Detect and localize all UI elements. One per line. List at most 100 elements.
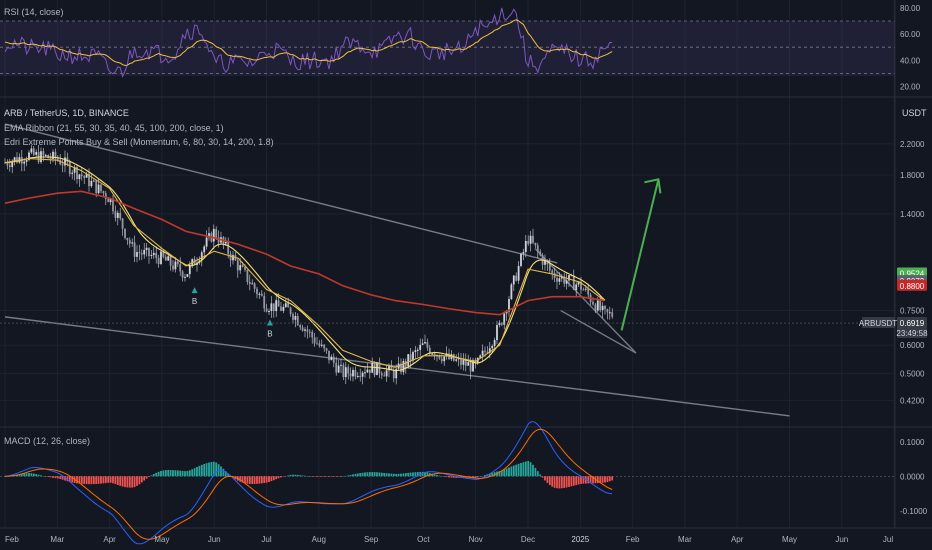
candle-body	[265, 308, 268, 312]
candle-body	[551, 270, 554, 274]
macd-histogram-bar	[340, 476, 342, 477]
candle-body	[164, 256, 167, 261]
candle-body	[512, 275, 515, 285]
candle-body	[138, 252, 141, 254]
rsi-axis: 80.00 60.00 40.00 20.00	[900, 4, 921, 92]
candle-body	[116, 212, 119, 218]
candle-body	[188, 264, 191, 275]
last-price-box	[897, 317, 927, 339]
candle-body	[335, 362, 338, 373]
edri-indicator-label[interactable]: Edri Extreme Points Buy & Sell (Momentum…	[4, 137, 274, 147]
macd-histogram-bar	[395, 473, 398, 477]
candle-body	[491, 345, 494, 349]
macd-histogram-bar	[260, 476, 263, 484]
macd-histogram-bar	[35, 474, 38, 477]
macd-histogram-bar	[311, 476, 314, 477]
candle-body	[592, 301, 594, 305]
macd-histogram-bar	[320, 476, 323, 477]
price-tick-label: 0.7500	[900, 307, 925, 316]
macd-histogram-bar	[577, 476, 580, 485]
grid-lines	[0, 0, 895, 528]
candle-body	[380, 373, 383, 376]
candle-body	[136, 252, 138, 257]
candle-body	[325, 348, 328, 351]
macd-histogram-bar	[383, 472, 386, 477]
candle-body	[529, 235, 532, 244]
candle-body	[484, 350, 486, 352]
candle-body	[241, 265, 244, 267]
macd-histogram-bar	[282, 476, 285, 477]
candle-body	[160, 251, 162, 264]
macd-histogram-bar	[424, 472, 426, 477]
candle-body	[469, 362, 472, 372]
macd-histogram-bar	[313, 476, 316, 477]
candle-body	[272, 303, 275, 312]
macd-histogram-bar	[160, 471, 162, 477]
macd-histogram-bar	[534, 467, 537, 477]
candle-body	[270, 303, 273, 311]
macd-histogram-bar	[409, 472, 412, 477]
time-tick-label: Mar	[50, 535, 64, 544]
candle-body	[71, 172, 74, 174]
macd-histogram-bar	[445, 476, 448, 478]
symbol-title[interactable]: ARB / TetherUS, 1D, BINANCE	[4, 108, 129, 118]
price-axis[interactable]: 2.2000 1.8000 1.4000 0.7500 0.6000 0.5000 0.42…	[859, 140, 928, 405]
time-tick-label: Dec	[521, 535, 535, 544]
candle-body	[606, 309, 609, 313]
time-tick-label: May	[782, 535, 797, 544]
macd-histogram-bar	[184, 471, 186, 477]
macd-histogram-bar	[126, 476, 129, 488]
candle-body	[4, 162, 6, 164]
candle-body	[176, 261, 179, 265]
time-axis[interactable]: Feb Mar Apr May Jun Jul Aug Sep Oct Nov Dec 2025 Feb…	[5, 535, 893, 544]
candle-body	[181, 271, 184, 278]
macd-histogram-bar	[92, 476, 95, 485]
macd-histogram-bar	[582, 476, 585, 484]
price-tick-label: 2.2000	[900, 140, 925, 149]
projection-arrow	[620, 178, 662, 331]
buy-signal-label: B	[267, 329, 272, 338]
macd-histogram-bar	[248, 476, 251, 484]
macd-histogram-bar	[44, 476, 47, 477]
macd-histogram-bar	[172, 470, 174, 477]
ema-ribbon-label[interactable]: EMA Ribbon (21, 55, 30, 35, 40, 45, 100,…	[4, 123, 224, 133]
macd-histogram-bar	[443, 476, 446, 477]
time-tick-label: Apr	[103, 535, 116, 544]
candle-body	[294, 316, 297, 320]
macd-histogram-bar	[474, 476, 477, 478]
macd-histogram-bar	[318, 476, 321, 477]
price-tick-label: 1.4000	[900, 210, 925, 219]
macd-histogram-bar	[515, 464, 518, 477]
macd-histogram-bar	[433, 474, 436, 477]
time-tick-label: Mar	[678, 535, 692, 544]
candle-body	[455, 359, 458, 361]
candle-body	[412, 351, 414, 361]
macd-label[interactable]: MACD (12, 26, close)	[4, 436, 91, 446]
candle-body	[56, 158, 59, 160]
candle-body	[467, 362, 470, 366]
macd-histogram-bar	[85, 476, 88, 485]
candle-body	[424, 342, 426, 344]
macd-histogram-bar	[88, 476, 90, 485]
rsi-label[interactable]: RSI (14, close)	[4, 7, 64, 17]
macd-histogram-bar	[253, 476, 256, 484]
candle-body	[416, 349, 419, 351]
candle-body	[388, 365, 390, 371]
candle-body	[152, 252, 155, 255]
candle-body	[128, 240, 131, 244]
ema-mid-line	[4, 158, 605, 368]
macd-histogram-bar	[448, 476, 450, 478]
candle-body	[248, 282, 251, 284]
macd-histogram-bar	[323, 476, 326, 477]
rsi-tick-label: 60.00	[900, 30, 921, 39]
candle-body	[76, 167, 78, 180]
candle-body	[596, 300, 599, 311]
macd-histogram-bar	[138, 476, 141, 485]
macd-histogram-bar	[371, 472, 374, 477]
candle-body	[563, 276, 566, 284]
macd-histogram-bar	[83, 476, 86, 484]
macd-histogram-bar	[37, 474, 40, 477]
candle-body	[124, 228, 126, 239]
macd-histogram-bar	[352, 474, 354, 477]
